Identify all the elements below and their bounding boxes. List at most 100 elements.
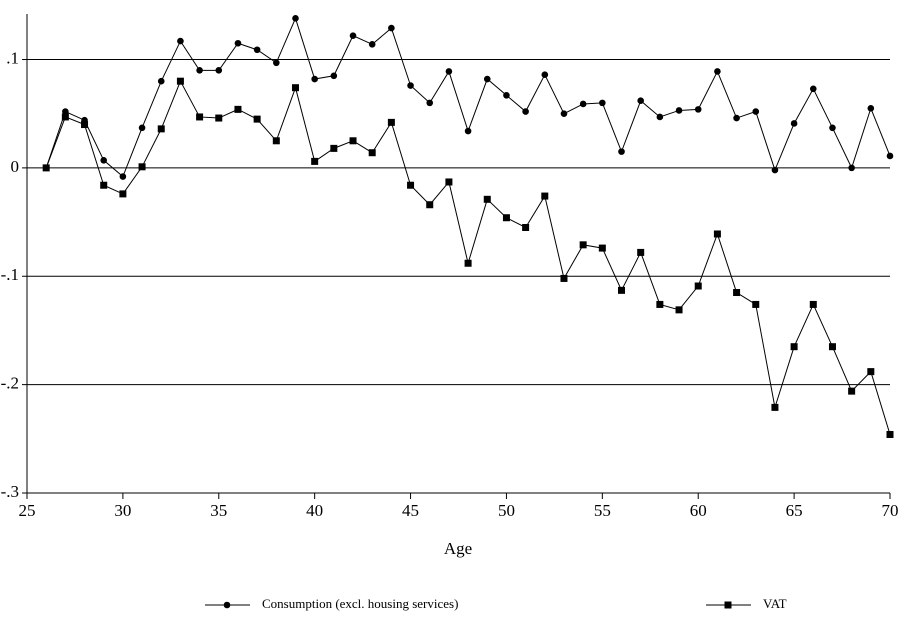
data-point	[733, 289, 741, 297]
data-point	[176, 77, 184, 85]
data-point	[771, 403, 779, 411]
data-point	[445, 68, 453, 75]
data-point	[234, 39, 242, 47]
legend-label: Consumption (excl. housing services)	[262, 596, 458, 611]
y-tick-label: -.1	[1, 265, 19, 284]
data-point	[157, 125, 165, 133]
data-point	[330, 72, 338, 80]
data-point	[713, 230, 721, 238]
data-point	[119, 173, 127, 180]
data-point	[61, 113, 69, 121]
data-point	[273, 59, 280, 67]
data-point	[426, 99, 434, 107]
data-point	[368, 149, 376, 157]
data-point	[809, 300, 817, 308]
data-point	[387, 118, 395, 126]
x-tick-label: 55	[594, 501, 611, 520]
data-point	[675, 107, 683, 114]
data-point	[656, 113, 664, 121]
data-point	[714, 68, 721, 75]
data-point	[483, 195, 491, 203]
x-tick-label: 70	[882, 501, 899, 520]
data-point	[407, 181, 415, 189]
y-tick-label: -.3	[1, 482, 19, 501]
data-point	[867, 104, 875, 112]
data-point	[694, 106, 702, 113]
data-point	[464, 127, 472, 135]
data-point	[522, 108, 529, 115]
legend-marker	[724, 601, 732, 609]
y-tick-label: 0	[11, 157, 20, 176]
data-point	[733, 114, 740, 122]
data-point	[119, 190, 127, 198]
series-line	[45, 16, 891, 178]
data-point	[771, 166, 779, 174]
data-point	[42, 164, 50, 172]
data-point	[177, 37, 184, 45]
data-point	[618, 286, 626, 294]
data-point	[618, 148, 625, 155]
data-point	[541, 192, 549, 200]
data-point	[656, 300, 664, 308]
data-point	[637, 97, 644, 104]
data-point	[464, 259, 472, 267]
data-point	[790, 120, 798, 127]
data-point	[637, 248, 645, 256]
data-point	[752, 108, 760, 115]
data-point	[349, 137, 357, 145]
data-point	[445, 178, 453, 186]
data-point	[253, 46, 261, 54]
data-point	[272, 137, 280, 145]
x-tick-label: 30	[114, 501, 131, 520]
data-point	[560, 274, 568, 282]
data-point	[330, 144, 338, 152]
legend-label: VAT	[763, 596, 787, 611]
data-point	[579, 241, 587, 249]
x-tick-label: 50	[498, 501, 515, 520]
data-point	[349, 32, 357, 39]
x-tick-label: 65	[786, 501, 803, 520]
data-point	[886, 430, 894, 438]
data-point	[752, 300, 760, 308]
data-point	[196, 67, 203, 74]
data-point	[541, 71, 549, 78]
data-point	[196, 113, 204, 121]
legend-marker	[223, 601, 231, 609]
data-point	[598, 244, 606, 252]
data-point	[886, 152, 894, 160]
data-point	[292, 15, 299, 22]
x-axis-title: Age	[444, 539, 472, 558]
data-point	[311, 75, 318, 83]
data-point	[407, 82, 414, 89]
data-point	[503, 91, 510, 99]
data-point	[560, 110, 568, 118]
data-point	[829, 124, 836, 132]
y-tick-label: -.2	[1, 374, 19, 393]
data-point	[426, 201, 434, 209]
data-point	[234, 105, 242, 113]
x-tick-label: 45	[402, 501, 419, 520]
data-point	[694, 282, 702, 290]
data-point	[157, 77, 165, 85]
data-point	[809, 85, 817, 93]
data-point	[368, 41, 376, 48]
data-point	[502, 214, 510, 222]
data-point	[483, 75, 491, 83]
data-point	[828, 343, 836, 351]
data-point	[522, 223, 530, 231]
data-point	[100, 157, 108, 164]
data-point	[867, 368, 875, 376]
data-point	[848, 387, 856, 395]
data-point	[675, 306, 683, 314]
x-tick-label: 35	[210, 501, 227, 520]
data-point	[138, 163, 146, 171]
data-point	[138, 124, 146, 132]
data-point	[81, 121, 89, 129]
data-point	[311, 157, 319, 165]
data-point	[579, 100, 587, 108]
y-tick-label: .1	[6, 48, 19, 67]
x-tick-label: 60	[690, 501, 707, 520]
data-point	[599, 99, 606, 107]
